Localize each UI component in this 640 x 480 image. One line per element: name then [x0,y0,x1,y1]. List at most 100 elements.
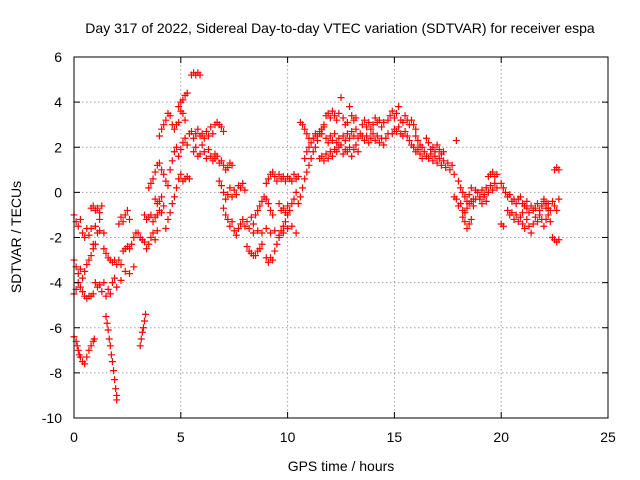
data-point [192,130,200,138]
data-point [102,292,110,300]
data-point [105,335,113,343]
data-point [200,148,208,156]
data-point [281,177,289,185]
x-tick-label: 15 [387,429,403,445]
data-point [89,245,97,253]
data-point [534,218,542,226]
data-point [192,143,200,151]
data-point [147,234,155,241]
data-point [531,213,539,221]
data-point [326,148,334,156]
data-point [160,202,168,210]
data-point [463,204,471,212]
data-point [139,324,147,332]
data-point [217,182,225,190]
data-point [151,195,159,203]
data-point [299,121,307,129]
data-point [104,285,112,293]
data-point [81,360,89,368]
data-point [119,218,127,226]
data-point [258,197,266,205]
data-point [335,143,343,151]
data-point [360,116,368,124]
data-point [542,200,550,208]
data-point [418,143,426,151]
data-point [493,170,501,178]
data-point [241,222,249,230]
data-point [149,218,157,226]
data-point [232,191,240,199]
data-point [346,143,354,151]
data-point [87,342,95,350]
data-point [544,211,552,219]
data-point [98,288,106,296]
data-point [112,385,120,393]
data-point [303,148,311,156]
data-point [551,202,559,210]
data-point [440,148,448,156]
data-point [540,222,548,230]
data-point [198,130,206,138]
data-point [531,204,539,212]
data-point [183,141,191,149]
data-point [267,229,275,237]
x-tick-label: 25 [600,429,616,445]
data-point [74,222,82,230]
data-point [461,209,469,217]
data-point [352,125,360,133]
data-point [301,155,309,163]
data-point [431,148,439,156]
data-point [147,211,155,219]
data-point [467,197,475,205]
data-point [403,132,411,140]
data-point [228,218,236,226]
data-point [478,186,486,194]
data-point [446,166,454,174]
data-point [555,236,563,244]
data-point [115,220,123,228]
data-point [365,118,373,126]
data-point [350,146,358,154]
data-point [335,109,343,117]
data-point [258,240,266,248]
data-point [452,136,460,144]
data-point [452,195,460,203]
data-point [484,188,492,196]
data-point [305,134,313,142]
data-point [273,240,281,248]
data-point [375,139,383,147]
data-point [493,184,501,192]
data-point [510,215,518,223]
data-point [499,184,507,192]
data-point [275,200,283,208]
data-point [173,143,181,151]
data-point [527,202,535,210]
data-point [348,112,356,120]
data-point [279,222,287,230]
data-point [519,209,527,217]
data-point [113,283,121,291]
data-point [98,202,106,210]
data-point [429,143,437,151]
data-point [252,252,260,260]
data-point [226,222,234,230]
data-point [121,267,129,275]
data-point [380,141,388,149]
data-point [117,213,125,221]
data-point [305,161,313,169]
data-point [384,116,392,124]
data-point [275,234,283,241]
data-point [138,328,146,336]
data-point [414,146,422,154]
data-point [254,227,262,235]
data-point [343,148,351,156]
data-point [459,213,467,221]
data-point [177,146,185,154]
data-point [514,218,522,226]
data-point [153,211,161,219]
data-point [222,211,230,219]
chart-title: Day 317 of 2022, Sidereal Day-to-day VTE… [85,20,595,36]
data-point [348,152,356,160]
data-point [73,342,81,350]
